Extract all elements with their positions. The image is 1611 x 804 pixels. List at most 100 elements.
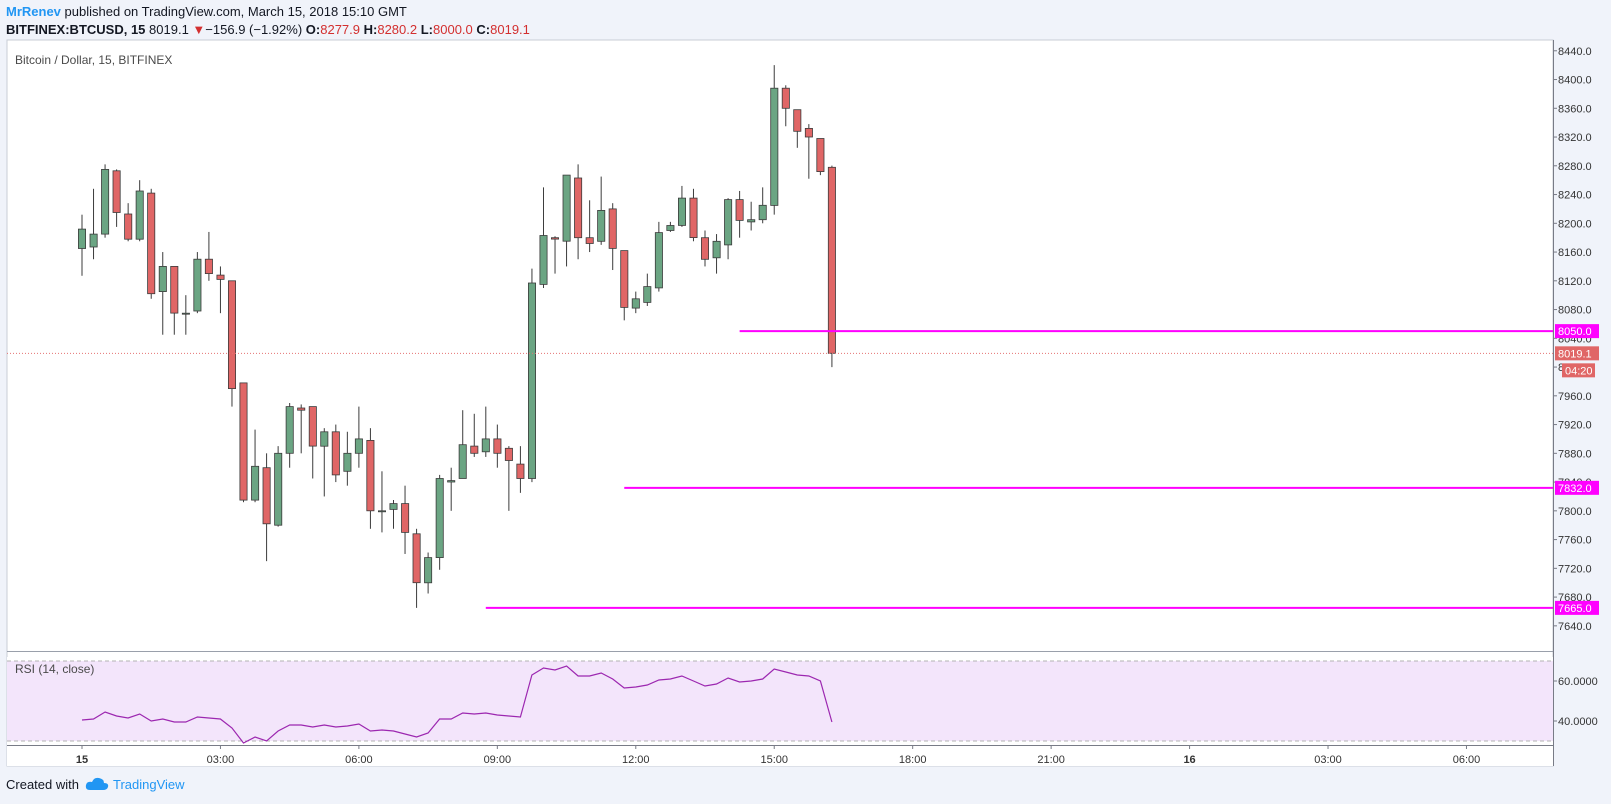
tradingview-link[interactable]: TradingView (112, 777, 185, 792)
candle (366, 428, 375, 529)
candle (481, 406, 490, 457)
candle (597, 176, 606, 245)
candle-body-down (297, 407, 306, 411)
time-axis: 15 03:00 06:00 09:00 12:00 15:00 18:00 21:00 16 0… (76, 745, 1480, 766)
candle (320, 428, 329, 497)
candle (78, 214, 87, 276)
candle-body-down (412, 533, 421, 584)
candle-body-down (735, 199, 744, 221)
candle-body-up (481, 438, 490, 453)
candle-body-up (354, 438, 363, 454)
price-tick-label: 8200.0 (1558, 218, 1592, 230)
candle-body-up (712, 240, 721, 259)
candle-body-up (528, 282, 537, 479)
candle (412, 528, 421, 608)
last-price-value: 8019.1 (149, 22, 189, 37)
open-value: 8277.9 (320, 22, 360, 37)
candle-body-down (124, 213, 133, 240)
close-value: 8019.1 (490, 22, 530, 37)
candle-body-down (170, 265, 179, 314)
candle-body-down (401, 503, 410, 533)
price-tick-label: 8160.0 (1558, 247, 1592, 259)
candle-body-down (574, 177, 583, 239)
candle-body-down (216, 274, 225, 280)
candle (493, 424, 502, 468)
candle-body-up (158, 265, 167, 292)
candle (158, 252, 167, 335)
candle (504, 446, 513, 511)
candle-body-up (597, 209, 606, 242)
countdown-badge (1562, 363, 1595, 378)
author-link[interactable]: MrRenev (6, 4, 61, 19)
candle-body-up (89, 233, 98, 248)
price-tick-label: 7640.0 (1558, 621, 1592, 633)
candle (701, 230, 710, 267)
candle (435, 474, 444, 570)
candle (181, 295, 190, 335)
rsi-tick-label: 60.0000 (1558, 676, 1598, 688)
candle-body-down (816, 138, 825, 172)
candle-body-down (470, 445, 479, 454)
candle (285, 403, 294, 468)
candle (135, 180, 144, 242)
tradingview-cloud-icon (85, 777, 109, 794)
candle-body-up (251, 465, 260, 501)
candle (458, 410, 467, 479)
price-tick-label: 7760.0 (1558, 535, 1592, 547)
candle-body-up (377, 510, 386, 513)
level-price-label: 7832.0 (1558, 483, 1592, 495)
candle-body-up (631, 298, 640, 309)
candle (424, 552, 433, 594)
candle-body-up (101, 168, 110, 235)
candle-body-up (539, 235, 548, 285)
time-tick-label: 03:00 (1314, 754, 1342, 766)
price-tick-label: 7920.0 (1558, 420, 1592, 432)
candle (470, 413, 479, 457)
level-price-label: 7665.0 (1558, 603, 1592, 615)
candle (620, 250, 629, 321)
candle-body-down (781, 87, 790, 109)
candle (678, 185, 687, 227)
rsi-axis: 60.0000 40.0000 (1553, 676, 1598, 728)
price-tick-label: 8240.0 (1558, 190, 1592, 202)
candle (804, 124, 813, 179)
candle-body-up (666, 225, 675, 231)
time-tick-label: 15:00 (760, 754, 788, 766)
price-tick-label: 8440.0 (1558, 46, 1592, 58)
open-label: O: (305, 22, 321, 37)
publish-info: MrRenev published on TradingView.com, Ma… (6, 4, 407, 19)
level-lines (7, 330, 1553, 609)
candle (735, 190, 744, 238)
last-price-badge (1555, 346, 1599, 361)
down-triangle-icon: ▼ (192, 22, 206, 37)
candle-body-up (447, 480, 456, 483)
time-tick-label: 03:00 (207, 754, 235, 766)
candle (297, 404, 306, 454)
rsi-line (81, 665, 833, 744)
candle (147, 188, 156, 299)
candle-body-down (504, 447, 513, 461)
candle-body-down (608, 208, 617, 249)
candle (308, 406, 317, 479)
candle (170, 265, 179, 335)
candle (377, 471, 386, 533)
candle (389, 500, 398, 529)
candle-body-up (758, 204, 767, 221)
candle (631, 291, 640, 314)
last-price-label: 8019.1 (1558, 348, 1592, 360)
price-chart[interactable]: 8440.0 8400.0 8360.0 8320.0 8280.0 8240.0 8200… (0, 0, 1611, 770)
time-tick-label: 16 (1183, 754, 1195, 766)
candle-body-down (585, 237, 594, 244)
change-value: −156.9 (−1.92%) (205, 22, 303, 37)
candle (516, 446, 525, 493)
time-tick-label: 15 (76, 754, 88, 766)
high-label: H: (363, 22, 378, 37)
candle (758, 187, 767, 224)
candle-body-down (804, 127, 813, 138)
candle-body-up (389, 503, 398, 510)
candle (654, 221, 663, 292)
close-label: C: (476, 22, 491, 37)
candle (562, 174, 571, 267)
candle (101, 164, 110, 238)
low-value: 8000.0 (433, 22, 473, 37)
